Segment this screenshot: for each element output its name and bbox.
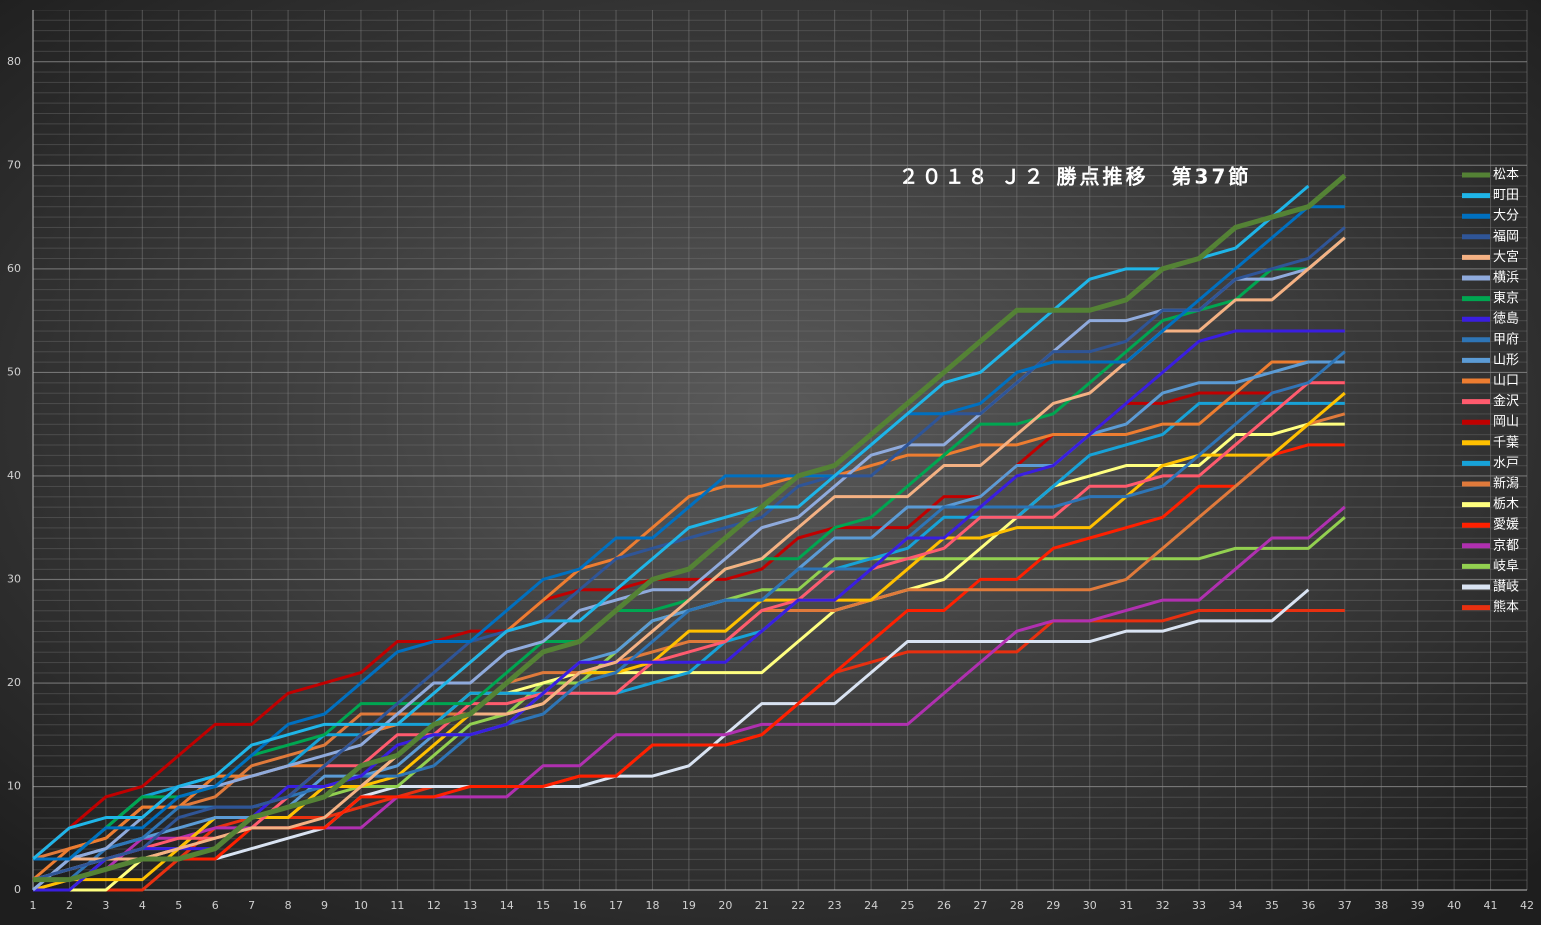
y-tick-label: 40 bbox=[7, 469, 21, 482]
legend-label: 愛媛 bbox=[1493, 518, 1519, 533]
x-tick-label: 19 bbox=[682, 899, 696, 912]
x-tick-label: 38 bbox=[1374, 899, 1388, 912]
x-tick-label: 29 bbox=[1046, 899, 1060, 912]
x-tick-label: 10 bbox=[354, 899, 368, 912]
x-tick-label: 17 bbox=[609, 899, 623, 912]
x-tick-label: 14 bbox=[500, 899, 514, 912]
y-tick-label: 30 bbox=[7, 572, 21, 585]
legend-label: 京都 bbox=[1493, 538, 1519, 553]
legend-label: 東京 bbox=[1493, 290, 1519, 306]
x-tick-label: 13 bbox=[463, 899, 477, 912]
x-tick-label: 37 bbox=[1338, 899, 1352, 912]
legend-label: 讃岐 bbox=[1493, 580, 1519, 595]
series-line bbox=[32, 226, 1346, 882]
legend-label: 甲府 bbox=[1493, 332, 1519, 347]
x-tick-label: 18 bbox=[645, 899, 659, 912]
y-tick-label: 20 bbox=[7, 676, 21, 689]
legend-label: 岡山 bbox=[1493, 415, 1519, 430]
series-line bbox=[32, 588, 1310, 882]
legend-label: 水戸 bbox=[1493, 456, 1519, 471]
x-tick-label: 7 bbox=[248, 899, 255, 912]
legend-label: 山形 bbox=[1493, 353, 1519, 368]
x-tick-label: 21 bbox=[755, 899, 769, 912]
legend-label: 町田 bbox=[1493, 188, 1519, 203]
x-tick-label: 42 bbox=[1520, 899, 1534, 912]
legend-label: 大宮 bbox=[1493, 249, 1519, 265]
y-tick-label: 0 bbox=[14, 883, 21, 896]
x-tick-label: 28 bbox=[1010, 899, 1024, 912]
x-tick-label: 2 bbox=[66, 899, 73, 912]
y-tick-label: 10 bbox=[7, 779, 21, 792]
x-tick-label: 23 bbox=[828, 899, 842, 912]
x-tick-label: 16 bbox=[573, 899, 587, 912]
minor-grid bbox=[33, 10, 1527, 890]
x-tick-label: 39 bbox=[1411, 899, 1425, 912]
x-tick-label: 4 bbox=[139, 899, 146, 912]
legend-label: 千葉 bbox=[1493, 435, 1519, 450]
x-tick-label: 8 bbox=[285, 899, 292, 912]
x-tick-label: 15 bbox=[536, 899, 550, 912]
y-tick-label: 50 bbox=[7, 365, 21, 378]
x-tick-label: 3 bbox=[102, 899, 109, 912]
legend-label: 横浜 bbox=[1493, 271, 1519, 286]
x-tick-label: 34 bbox=[1228, 899, 1242, 912]
legend-label: 岐阜 bbox=[1493, 558, 1519, 574]
x-tick-label: 40 bbox=[1447, 899, 1461, 912]
x-tick-label: 35 bbox=[1265, 899, 1279, 912]
legend-label: 熊本 bbox=[1493, 599, 1519, 615]
y-tick-label: 60 bbox=[7, 262, 21, 275]
x-tick-label: 32 bbox=[1156, 899, 1170, 912]
y-tick-label: 70 bbox=[7, 158, 21, 171]
x-tick-label: 11 bbox=[390, 899, 404, 912]
legend-label: 金沢 bbox=[1493, 393, 1519, 409]
legend-label: 福岡 bbox=[1493, 229, 1519, 244]
x-tick-label: 27 bbox=[973, 899, 987, 912]
chart-title: ２０１８ Ｊ２ 勝点推移 第37節 bbox=[899, 165, 1252, 189]
series-line bbox=[33, 173, 1347, 883]
x-tick-label: 36 bbox=[1301, 899, 1315, 912]
series-line bbox=[32, 184, 1310, 861]
x-tick-label: 26 bbox=[937, 899, 951, 912]
y-tick-label: 80 bbox=[7, 55, 21, 68]
x-tick-label: 6 bbox=[212, 899, 219, 912]
series-line bbox=[32, 236, 1346, 892]
series-line bbox=[33, 205, 1345, 861]
x-tick-label: 33 bbox=[1192, 899, 1206, 912]
x-tick-label: 1 bbox=[30, 899, 37, 912]
x-tick-label: 31 bbox=[1119, 899, 1133, 912]
series-line bbox=[32, 412, 1346, 861]
x-tick-label: 22 bbox=[791, 899, 805, 912]
legend-label: 大分 bbox=[1493, 209, 1519, 224]
x-tick-label: 5 bbox=[175, 899, 182, 912]
x-tick-label: 24 bbox=[864, 899, 878, 912]
legend-label: 山口 bbox=[1493, 374, 1519, 389]
legend-label: 徳島 bbox=[1493, 312, 1519, 327]
legend-label: 栃木 bbox=[1493, 497, 1519, 512]
x-tick-label: 12 bbox=[427, 899, 441, 912]
x-tick-label: 9 bbox=[321, 899, 328, 912]
legend-label: 新潟 bbox=[1493, 476, 1519, 492]
x-tick-label: 25 bbox=[901, 899, 915, 912]
legend-label: 松本 bbox=[1493, 168, 1519, 183]
x-tick-label: 20 bbox=[718, 899, 732, 912]
x-tick-label: 41 bbox=[1484, 899, 1498, 912]
x-tick-label: 30 bbox=[1083, 899, 1097, 912]
